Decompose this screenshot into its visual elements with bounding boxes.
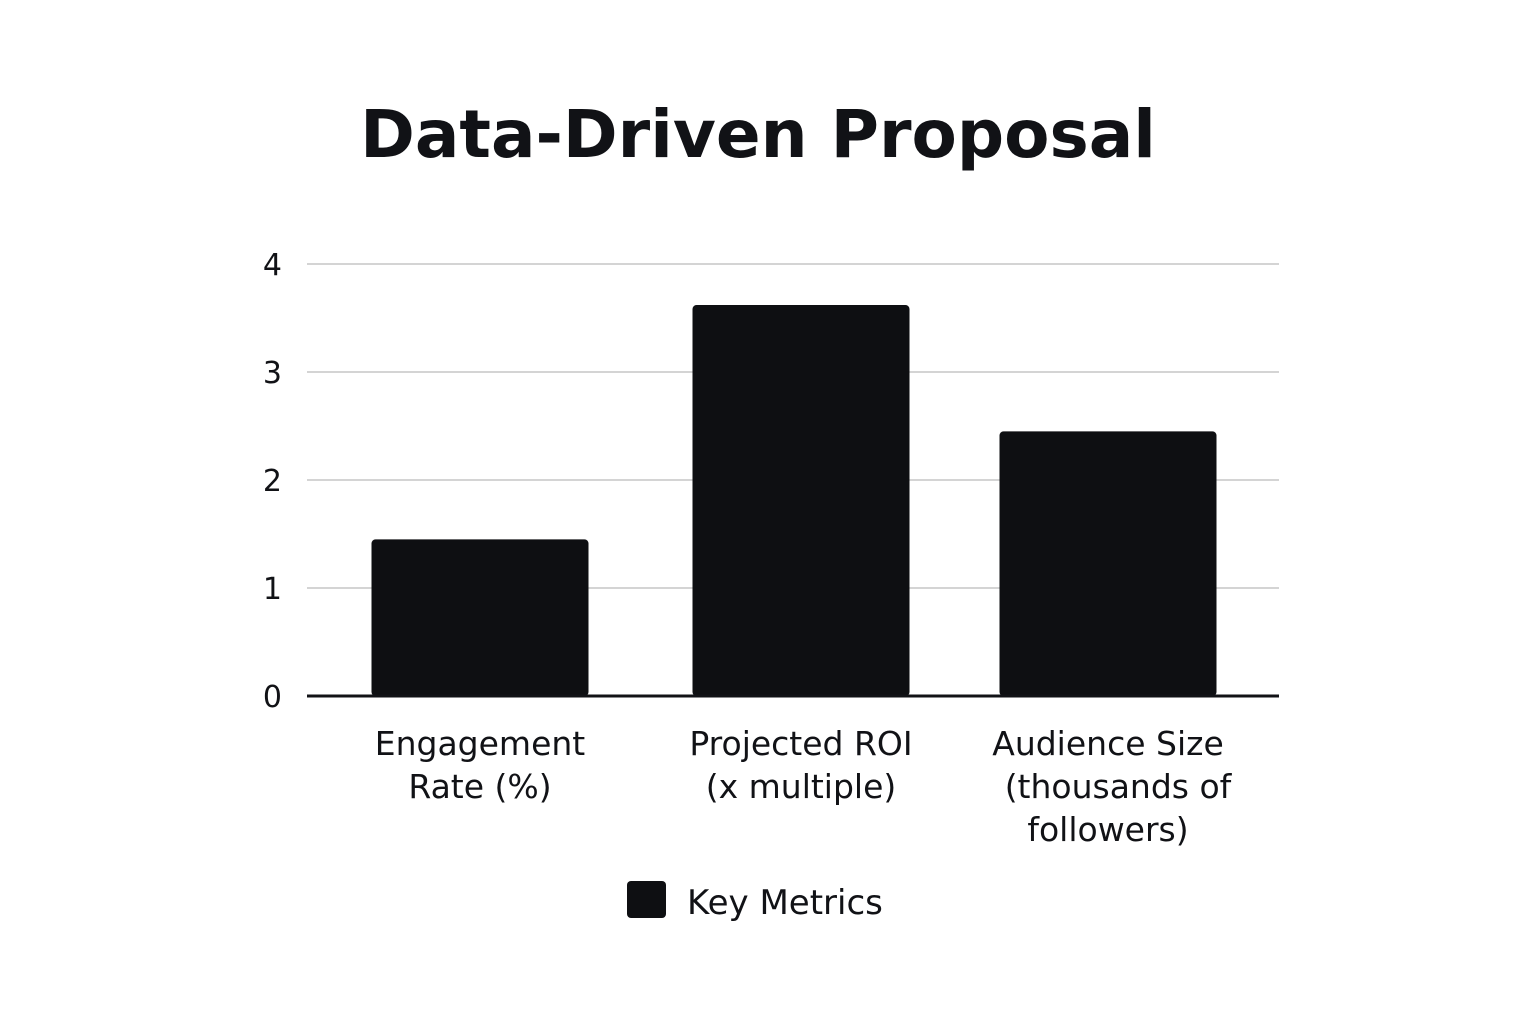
- bar: [692, 305, 910, 696]
- x-category-label-line: Audience Size: [992, 724, 1224, 763]
- x-category-label-line: (x multiple): [706, 767, 897, 806]
- bar: [371, 539, 589, 696]
- x-category-label-line: Engagement: [375, 724, 586, 763]
- x-category-label-line: Projected ROI: [689, 724, 912, 763]
- chart-title: Data-Driven Proposal: [360, 96, 1156, 173]
- bars: [371, 305, 1217, 696]
- x-category-label-line: (thousands of: [1005, 767, 1233, 806]
- y-tick-label: 0: [263, 680, 282, 715]
- bar: [999, 431, 1217, 696]
- x-category-label: Projected ROI (x multiple): [689, 724, 912, 806]
- y-tick-label: 4: [263, 248, 282, 283]
- y-tick-label: 2: [263, 464, 282, 499]
- legend-label: Key Metrics: [687, 883, 883, 923]
- x-category-label-line: Rate (%): [408, 767, 551, 806]
- x-axis-categories: Engagement Rate (%) Projected ROI (x multip…: [375, 724, 1233, 849]
- y-tick-label: 3: [263, 356, 282, 391]
- y-axis-ticks: 0 1 2 3 4: [263, 248, 282, 715]
- x-category-label-line: followers): [1027, 810, 1188, 849]
- x-category-label: Engagement Rate (%): [375, 724, 586, 806]
- y-tick-label: 1: [263, 572, 282, 607]
- legend: Key Metrics: [627, 881, 883, 923]
- legend-swatch: [627, 881, 666, 918]
- x-category-label: Audience Size (thousands of followers): [992, 724, 1232, 849]
